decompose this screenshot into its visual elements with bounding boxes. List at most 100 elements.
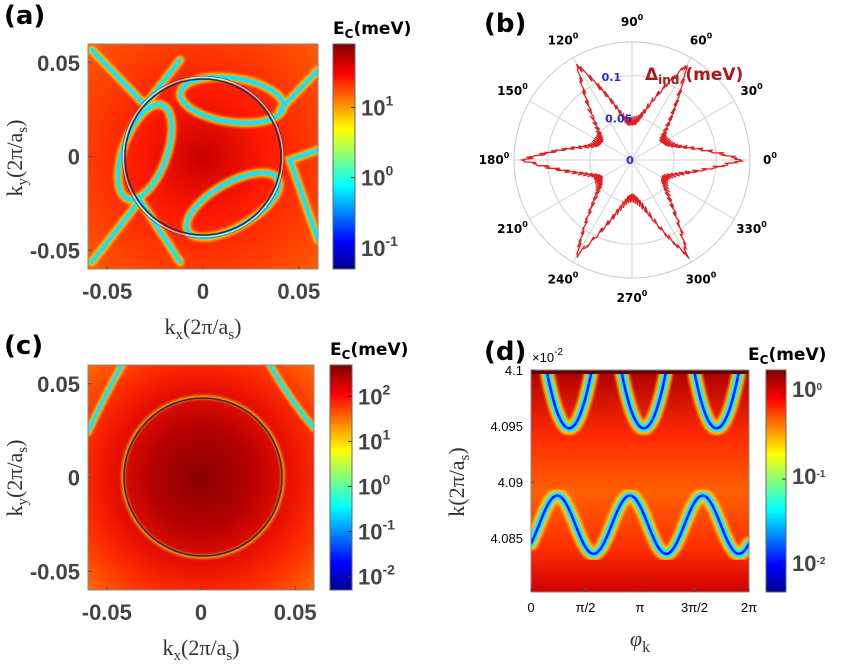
panel-b: (b) 00 300 600 900 1200 1500 1800 2100 2400 2700 3… (479, 9, 778, 305)
panel-d-heatmap (531, 370, 749, 592)
panel-d-xlabel: φk (630, 626, 650, 656)
panel-c-colorbar-title: EC(meV) (330, 340, 408, 362)
colorbar-tick-label: 10-1 (792, 464, 826, 489)
polar-spoke (572, 159, 633, 263)
xtick-label: 2π (741, 600, 757, 615)
polar-angle-label: 1800 (479, 151, 510, 167)
polar-spoke (529, 159, 633, 220)
panel-d-label: (d) (484, 337, 526, 367)
xtick-label: 0 (197, 279, 209, 304)
panel-c-ylabel: ky(2π/as) (2, 440, 31, 517)
polar-angle-label: 2700 (617, 289, 648, 305)
panel-b-r-labels: 0 0.05 0.1 (602, 71, 635, 167)
delta-ind-curve (519, 63, 745, 259)
colorbar-tick-label: 100 (792, 377, 822, 402)
panel-d-colorbar-title: EC(meV) (748, 345, 826, 367)
ytick-label: 0 (68, 145, 80, 170)
xtick-label: π/2 (576, 600, 596, 615)
panel-a-heatmap (88, 44, 318, 269)
panel-d: (d) ×10-2 0 π/2 π 3π/2 2π 4.14.0954.094.085 … (444, 337, 826, 656)
contour-c-upper-right (268, 365, 314, 430)
xtick-label: 0 (195, 600, 207, 625)
polar-spoke (631, 159, 735, 220)
xtick-label: -0.05 (82, 600, 132, 625)
xtick-label: 3π/2 (681, 600, 708, 615)
panel-a-colorbar-ticks: 101 100 10-1 (351, 92, 398, 261)
panel-a-label: (a) (4, 1, 45, 31)
polar-r-label: 0 (626, 154, 634, 167)
polar-angle-label: 3000 (686, 271, 717, 287)
ytick-label: -0.05 (30, 238, 80, 263)
polar-angle-label: 600 (690, 31, 713, 47)
polar-spoke (572, 57, 633, 161)
colorbar-tick-label: 10-2 (358, 561, 395, 589)
colorbar-tick-label: 10-1 (358, 516, 395, 544)
polar-angle-label: 2100 (497, 220, 528, 236)
polar-angle-label: 2400 (548, 271, 579, 287)
panel-d-upper-band (545, 370, 741, 430)
panel-c-colorbar (329, 364, 353, 591)
ytick-label: 4.1 (505, 363, 523, 378)
panel-a: (a) (2, 1, 411, 343)
panel-c-colorbar-ticks: 102 101 100 10-1 10-2 (348, 381, 395, 589)
xtick-label: -0.05 (82, 279, 132, 304)
colorbar-tick-label: 100 (361, 163, 393, 191)
panel-b-angle-labels: 00 300 600 900 1200 1500 1800 2100 2400 2700 3000 3… (479, 13, 778, 305)
ytick-label: -0.05 (30, 559, 80, 584)
panel-c-xlabel: kx(2π/as) (163, 635, 240, 664)
panel-a-colorbar-title: EC(meV) (333, 19, 411, 41)
panel-d-ylabel: k(2π/as) (444, 447, 473, 516)
polar-angle-label: 900 (621, 13, 644, 29)
panel-c: (c) -0.05 0 0.05 0.05 0 -0.05 kx(2π/as) ky(2… (2, 331, 408, 664)
panel-c-yticks: 0.05 0 -0.05 (30, 372, 92, 584)
xtick-label: π (636, 600, 645, 615)
polar-angle-label: 300 (740, 82, 763, 98)
ytick-label: 0 (68, 466, 80, 491)
ytick-label: 0.05 (37, 372, 80, 397)
panel-a-yticks: 0.05 0 -0.05 (30, 51, 92, 263)
ytick-label: 4.085 (490, 531, 523, 546)
colorbar-tick-label: 10-1 (361, 233, 398, 261)
panel-c-band-contours (88, 365, 314, 436)
polar-angle-label: 00 (763, 151, 777, 167)
ytick-label: 4.095 (490, 419, 523, 434)
colorbar-tick-label: 102 (358, 381, 390, 409)
panel-d-bands (531, 370, 749, 561)
xtick-label: 0.05 (274, 600, 317, 625)
panel-d-lower-band (531, 494, 749, 556)
fermi-circle-a (124, 78, 282, 236)
polar-r-label: 0.05 (605, 112, 632, 125)
ytick-label: 4.09 (498, 475, 523, 490)
panel-a-xlabel: kx(2π/as) (165, 314, 242, 343)
colorbar-tick-label: 10-2 (792, 551, 826, 576)
panel-b-title: Δind (meV) (645, 65, 743, 87)
contour-c-upper-left (88, 365, 124, 434)
panel-c-label: (c) (4, 331, 43, 361)
ytick-label: 0.05 (37, 51, 80, 76)
panel-a-colorbar (332, 43, 356, 270)
polar-spoke (631, 100, 735, 161)
polar-angle-label: 3300 (736, 220, 767, 236)
fermi-circle-c (123, 397, 283, 557)
contour-right (287, 147, 318, 243)
contour-upper-right (277, 67, 318, 113)
colorbar-tick-label: 101 (361, 92, 393, 120)
polar-spoke (631, 159, 692, 263)
contour-lower-left (89, 196, 183, 265)
polar-angle-label: 1200 (548, 31, 579, 47)
panel-d-colorbar (765, 369, 787, 593)
panel-a-ylabel: ky(2π/as) (2, 120, 31, 197)
xtick-label: 0.05 (277, 279, 320, 304)
panel-d-xticks: 0 π/2 π 3π/2 2π (527, 588, 757, 615)
panel-c-xticks: -0.05 0 0.05 (82, 586, 317, 625)
panel-b-polar-grid (513, 41, 751, 279)
polar-angle-label: 1500 (497, 82, 528, 98)
panel-d-yticks: 4.1 4.095 4.09 4.085 (490, 363, 535, 546)
colorbar-tick-label: 101 (358, 426, 390, 454)
panel-d-y-multiplier: ×10-2 (532, 347, 563, 365)
colorbar-tick-label: 100 (358, 471, 390, 499)
panel-c-background (88, 365, 314, 590)
panel-b-label: (b) (484, 9, 526, 39)
panel-d-background (531, 370, 749, 592)
